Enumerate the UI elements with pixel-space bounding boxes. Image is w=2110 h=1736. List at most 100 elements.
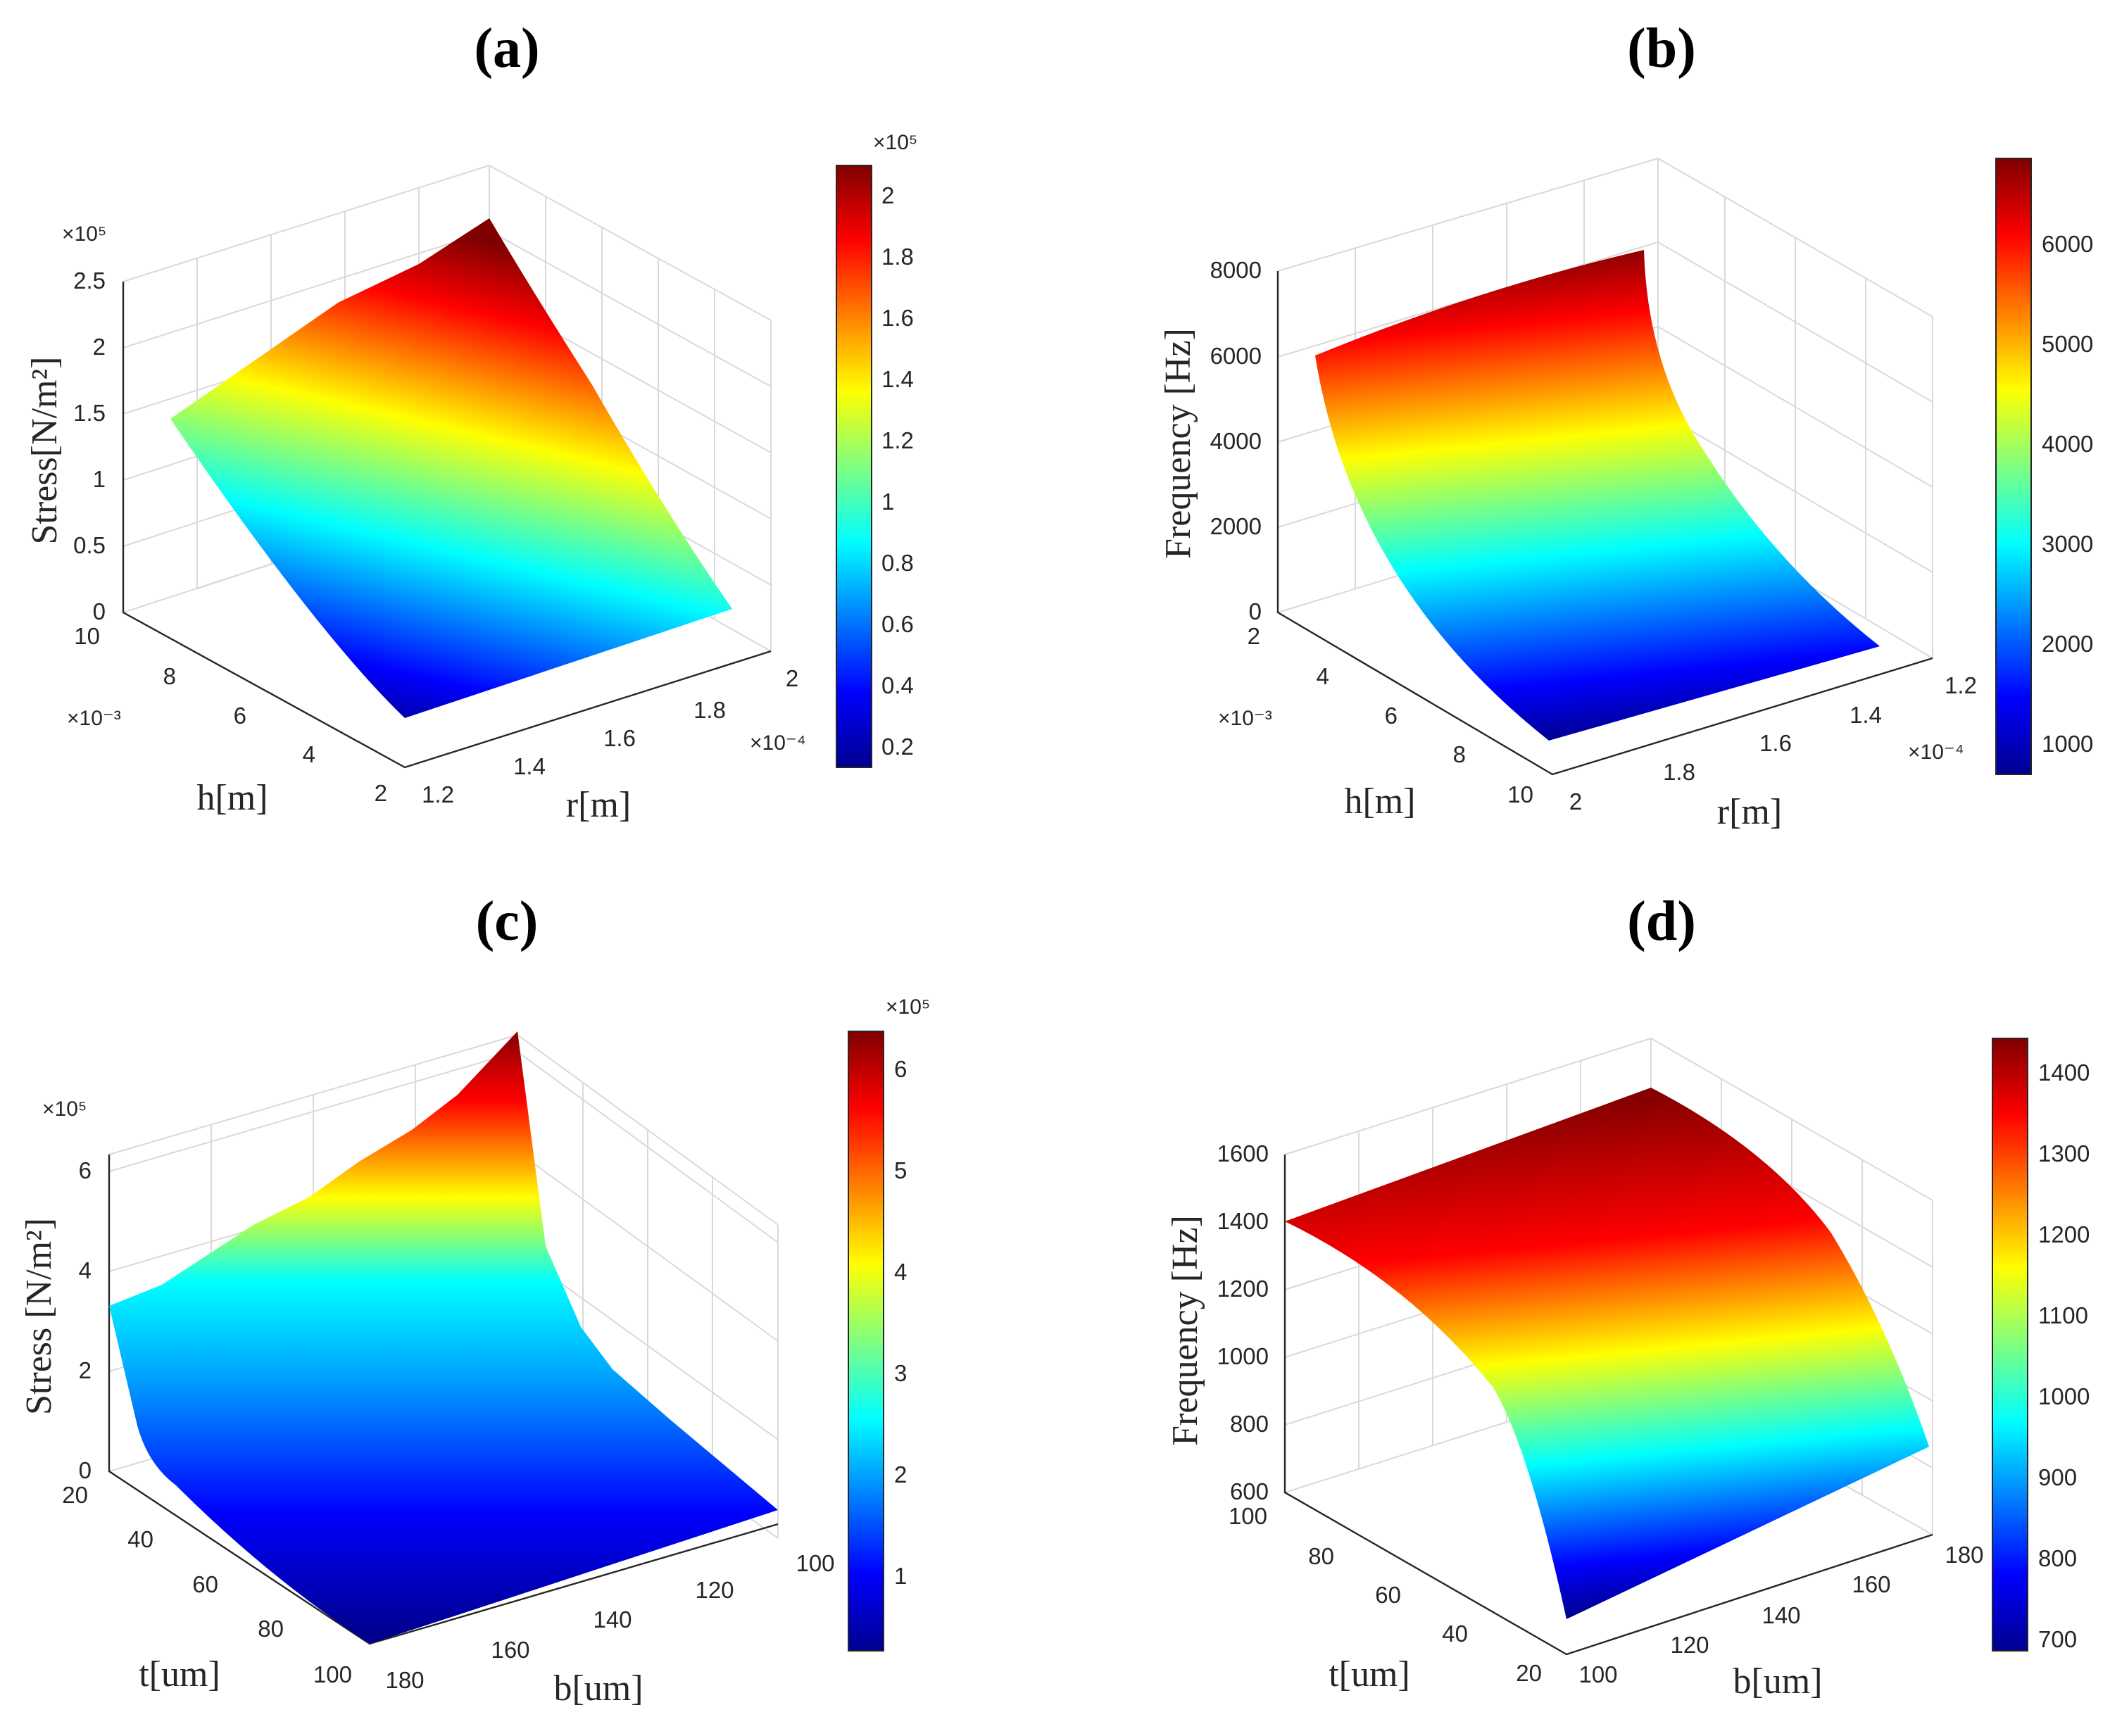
panel-c-t-ticks: 20 40 60 80 100: [62, 1482, 352, 1687]
panel-a-z-exponent: ×10⁵: [62, 222, 106, 246]
panel-c-colorbar-tick: 3: [894, 1360, 907, 1386]
panel-c-label: (c): [476, 891, 539, 952]
panel-d-z-ticks: 600 800 1000 1200 1400 1600: [1217, 1140, 1269, 1504]
panel-c-colorbar-tick: 1: [894, 1563, 907, 1589]
panel-c-y-label: Stress [N/m²]: [19, 1218, 59, 1415]
panel-b-colorbar-ticks: 1000 2000 3000 4000 5000 6000: [2042, 231, 2093, 757]
panel-d-colorbar-tick: 1400: [2038, 1059, 2090, 1086]
panel-c-t-tick: 100: [313, 1661, 352, 1687]
panel-a-label: (a): [474, 18, 539, 80]
panel-d: (d) 600 800 1000 1200 1400 1600: [1165, 891, 2090, 1702]
panel-d-surface: [1285, 1088, 1929, 1619]
panel-a-z-tick: 0: [93, 598, 106, 624]
panel-d-b-tick: 160: [1852, 1571, 1890, 1597]
panel-c-z-tick: 4: [79, 1257, 92, 1283]
panel-b-surface: [1315, 250, 1880, 741]
panel-b-colorbar: [1995, 158, 2032, 775]
panel-a-z-tick: 2.5: [73, 268, 106, 294]
panel-a-surface: [170, 218, 732, 718]
panel-b-r-tick: 1.4: [1850, 702, 1882, 728]
panel-b-colorbar-tick: 3000: [2042, 531, 2093, 557]
panel-b-axes: [1276, 271, 1933, 776]
panel-d-colorbar-tick: 1000: [2038, 1383, 2090, 1409]
panel-d-b-tick: 120: [1670, 1632, 1709, 1658]
panel-a-h-tick: 2: [375, 780, 387, 806]
panel-a-colorbar: [836, 165, 872, 768]
panel-c-colorbar: [848, 1031, 884, 1652]
panel-a-colorbar-tick: 1.8: [881, 244, 914, 270]
panel-a-r-tick: 1.4: [513, 753, 546, 779]
panel-d-colorbar: [1992, 1038, 2028, 1652]
panel-c-x-label: b[um]: [553, 1668, 643, 1709]
panel-a-colorbar-tick: 1: [881, 489, 894, 515]
panel-b-r-tick: 1.2: [1945, 672, 1977, 698]
panel-c-t-tick: 60: [192, 1571, 218, 1597]
panel-d-b-tick: 100: [1578, 1661, 1617, 1687]
panel-d-t-tick: 20: [1516, 1660, 1542, 1686]
panel-c-colorbar-tick: 6: [894, 1056, 907, 1082]
panel-a-y-label: Stress[N/m²]: [25, 357, 65, 545]
panel-d-b-tick: 180: [1945, 1542, 1983, 1568]
panel-a-h-tick: 6: [234, 703, 246, 729]
panel-a-z-tick: 2: [93, 334, 106, 360]
panel-c-t-tick: 80: [258, 1616, 284, 1642]
panel-b-colorbar-tick: 2000: [2042, 631, 2093, 657]
panel-b-y-label: Frequency [Hz]: [1158, 328, 1198, 559]
panel-d-label: (d): [1627, 891, 1696, 952]
panel-a-r-tick: 1.8: [693, 697, 726, 723]
panel-c-colorbar-tick: 5: [894, 1157, 907, 1183]
panel-d-colorbar-tick: 1100: [2038, 1302, 2088, 1328]
panel-c-z-tick: 0: [79, 1457, 92, 1483]
panel-b-colorbar-tick: 4000: [2042, 431, 2093, 457]
panel-c-b-tick: 160: [491, 1637, 529, 1663]
panel-a-r-exponent: ×10⁻⁴: [750, 731, 806, 755]
panel-a-colorbar-exponent: ×10⁵: [873, 131, 917, 154]
panel-a: (a) 0 0.5 1: [25, 18, 917, 825]
panel-c-depth-label: t[um]: [139, 1654, 220, 1694]
panel-d-z-tick: 1200: [1217, 1276, 1269, 1302]
panel-b-h-tick: 4: [1317, 663, 1329, 689]
panel-a-colorbar-tick: 0.4: [881, 672, 914, 698]
panel-c-axes: [108, 1155, 779, 1645]
panel-a-x-label: r[m]: [566, 785, 631, 825]
panel-c-z-ticks: 0 2 4 6: [79, 1157, 92, 1483]
panel-d-t-tick: 80: [1308, 1543, 1334, 1569]
panel-c-b-tick: 120: [695, 1577, 734, 1603]
panel-d-depth-label: t[um]: [1329, 1654, 1410, 1694]
panel-a-axes: [122, 282, 772, 769]
panel-a-colorbar-tick: 0.8: [881, 550, 914, 576]
panel-a-colorbar-ticks: 0.2 0.4 0.6 0.8 1 1.2 1.4 1.6 1.8 2: [881, 182, 914, 760]
panel-b-r-tick: 2: [1569, 788, 1582, 814]
panel-d-colorbar-tick: 800: [2038, 1545, 2077, 1571]
panel-d-b-tick: 140: [1762, 1602, 1800, 1628]
panel-b-h-tick: 6: [1385, 703, 1398, 729]
panel-d-y-label: Frequency [Hz]: [1165, 1215, 1205, 1446]
panel-b-h-exponent: ×10⁻³: [1218, 707, 1272, 730]
panel-d-t-ticks: 100 80 60 40 20: [1229, 1503, 1542, 1686]
panel-d-b-ticks: 100 120 140 160 180: [1578, 1542, 1983, 1687]
panel-d-z-tick: 800: [1230, 1411, 1269, 1437]
panel-c-t-tick: 40: [127, 1526, 153, 1552]
panel-b-z-tick: 6000: [1210, 343, 1262, 369]
panel-a-h-exponent: ×10⁻³: [67, 707, 121, 730]
panel-b-h-tick: 2: [1248, 623, 1260, 649]
panel-d-colorbar-tick: 900: [2038, 1464, 2077, 1490]
panel-b-r-ticks: 2 1.8 1.6 1.4 1.2: [1569, 672, 1977, 814]
panel-a-r-tick: 1.6: [603, 725, 636, 751]
panel-c-b-tick: 180: [385, 1667, 424, 1693]
panel-d-colorbar-tick: 1300: [2038, 1140, 2090, 1166]
panel-b-h-tick: 8: [1453, 741, 1466, 767]
panel-a-r-tick: 2: [786, 665, 798, 691]
panel-b-z-tick: 0: [1249, 598, 1262, 624]
panel-b-r-exponent: ×10⁻⁴: [1908, 741, 1964, 764]
panel-b-x-label: r[m]: [1717, 792, 1782, 832]
panel-b-depth-label: h[m]: [1344, 781, 1415, 822]
panel-c-b-tick: 140: [593, 1606, 632, 1633]
panel-b-colorbar-tick: 5000: [2042, 331, 2093, 357]
panel-d-colorbar-tick: 700: [2038, 1626, 2077, 1652]
panel-b-h-ticks: 2 4 6 8 10: [1248, 623, 1533, 807]
panel-a-r-tick: 1.2: [422, 781, 454, 807]
panel-c-z-tick: 2: [79, 1357, 92, 1383]
panel-b: (b) 0 2000 4000 6000 8000 Frequency [H: [1158, 18, 2093, 832]
